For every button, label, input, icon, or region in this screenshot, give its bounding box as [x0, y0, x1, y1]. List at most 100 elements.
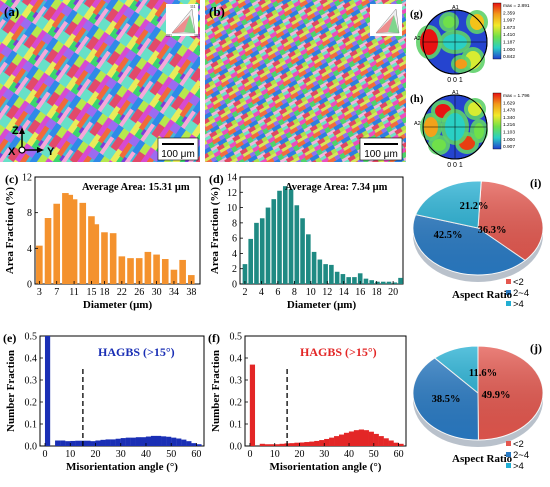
x-tick-label: 8: [292, 287, 297, 298]
bar: [161, 436, 167, 446]
bar: [95, 440, 101, 446]
bar: [299, 442, 305, 446]
bar: [319, 440, 325, 446]
x-axis-label: Misorientation angle (°): [270, 461, 382, 473]
x-tick-label: 4: [259, 287, 264, 298]
x-tick-label: 10: [65, 449, 75, 460]
x-tick-label: 10: [270, 449, 280, 460]
pie-title: Aspect Ratio: [452, 289, 513, 301]
bar: [65, 441, 71, 446]
bar: [155, 435, 162, 446]
x-tick-label: 12: [322, 287, 332, 298]
axis-y: Y: [47, 146, 55, 158]
bar: [324, 438, 330, 446]
pole-legend-bar: [492, 2, 502, 60]
bar: [145, 436, 152, 446]
bar: [329, 264, 334, 284]
pole-legend-value: 1.340: [503, 115, 515, 121]
bar: [90, 441, 96, 446]
bar: [161, 259, 169, 284]
bar: [357, 273, 363, 284]
legend-label: <2: [513, 277, 524, 288]
legend-swatch: [506, 279, 511, 284]
bar: [388, 440, 394, 446]
x-tick-label: 16: [355, 287, 365, 298]
panel-label-b: (b): [209, 4, 225, 19]
bar: [398, 277, 403, 284]
y-tick-label: 14: [227, 173, 237, 184]
pole-legend-value: 1.673: [503, 25, 515, 31]
pole-a2: A2: [414, 36, 421, 42]
bar: [196, 444, 202, 446]
bar: [109, 233, 117, 284]
pole-plane: 0 0 1: [447, 77, 463, 84]
y-tick-label: 6: [232, 234, 237, 245]
x-tick-label: 34: [169, 287, 179, 298]
bar: [358, 429, 365, 446]
bar: [36, 245, 43, 284]
y-tick-label: 0.0: [230, 442, 243, 453]
bar: [306, 234, 311, 284]
y-tick-label: 0.2: [25, 398, 38, 409]
bar: [249, 364, 256, 446]
ipf-101: 101: [194, 33, 200, 38]
bar: [70, 199, 78, 284]
legend-label: <2: [513, 439, 524, 450]
x-tick-label: 20: [294, 449, 304, 460]
bar: [127, 258, 134, 284]
y-tick-label: 4: [232, 249, 237, 260]
bar: [170, 269, 178, 284]
x-tick-label: 18: [99, 287, 109, 298]
y-axis-label: Number Fraction: [210, 350, 222, 432]
bar: [55, 440, 61, 446]
bar: [383, 438, 389, 446]
y-tick-label: 12: [227, 188, 237, 199]
bar: [135, 437, 141, 446]
x-tick-label: 11: [69, 287, 79, 298]
x-axis-label: Diameter (μm): [83, 299, 153, 311]
pole-legend-value: max = 1.796: [503, 93, 530, 99]
x-tick-label: 20: [388, 287, 398, 298]
y-tick-label: 0.3: [25, 376, 38, 387]
bar: [254, 222, 259, 284]
bar: [363, 278, 369, 284]
bar: [368, 431, 374, 446]
pole-legend-value: 0.842: [503, 54, 515, 60]
bar: [144, 251, 152, 284]
bar: [115, 438, 121, 446]
bar: [348, 431, 355, 446]
scale-label-a: 100 μm: [161, 149, 195, 160]
bar: [44, 218, 52, 284]
panel-label-a: (a): [4, 4, 19, 19]
bar: [130, 437, 136, 446]
y-tick-label: 12: [22, 173, 32, 184]
x-tick-label: 20: [91, 449, 101, 460]
bar: [118, 256, 126, 284]
bar: [88, 216, 95, 284]
bar: [92, 224, 100, 284]
bar: [85, 440, 91, 446]
bar: [135, 258, 143, 284]
x-tick-label: 30: [319, 449, 329, 460]
y-tick-label: 0.4: [25, 354, 38, 365]
chart-annotation: Average Area: 15.31 μm: [82, 182, 190, 193]
panel-label: (g): [410, 8, 423, 20]
x-tick-label: 40: [141, 449, 151, 460]
misorientation-chart-e: 0.0 0.1 0.2 0.3 0.4 0.5 0 10 20 30 40 50 60 Misorient…: [3, 331, 205, 473]
histogram-c: 0 4 8 12 3 7 11 15 18 22 26 30 34 38 Diameter (μm) Area…: [4, 172, 201, 311]
misorientation-chart-f: 0.0 0.1 0.2 0.3 0.4 0.5 0 10 20 30 40 50 60 Misorient…: [208, 331, 407, 473]
x-tick-label: 26: [134, 287, 144, 298]
pole-legend-value: 1.103: [503, 130, 515, 136]
panel-label: (h): [410, 93, 424, 105]
slice-label: 11.6%: [469, 368, 497, 379]
panel-label: (f): [208, 331, 220, 345]
y-tick-label: 0.5: [25, 332, 38, 343]
legend-swatch: [506, 452, 511, 457]
pie-title: Aspect Ratio: [452, 453, 513, 465]
x-tick-label: 18: [372, 287, 382, 298]
bar: [323, 264, 328, 284]
panel-label: (j): [530, 341, 542, 355]
legend-swatch: [506, 301, 511, 306]
x-tick-label: 30: [116, 449, 126, 460]
bar: [294, 205, 300, 284]
